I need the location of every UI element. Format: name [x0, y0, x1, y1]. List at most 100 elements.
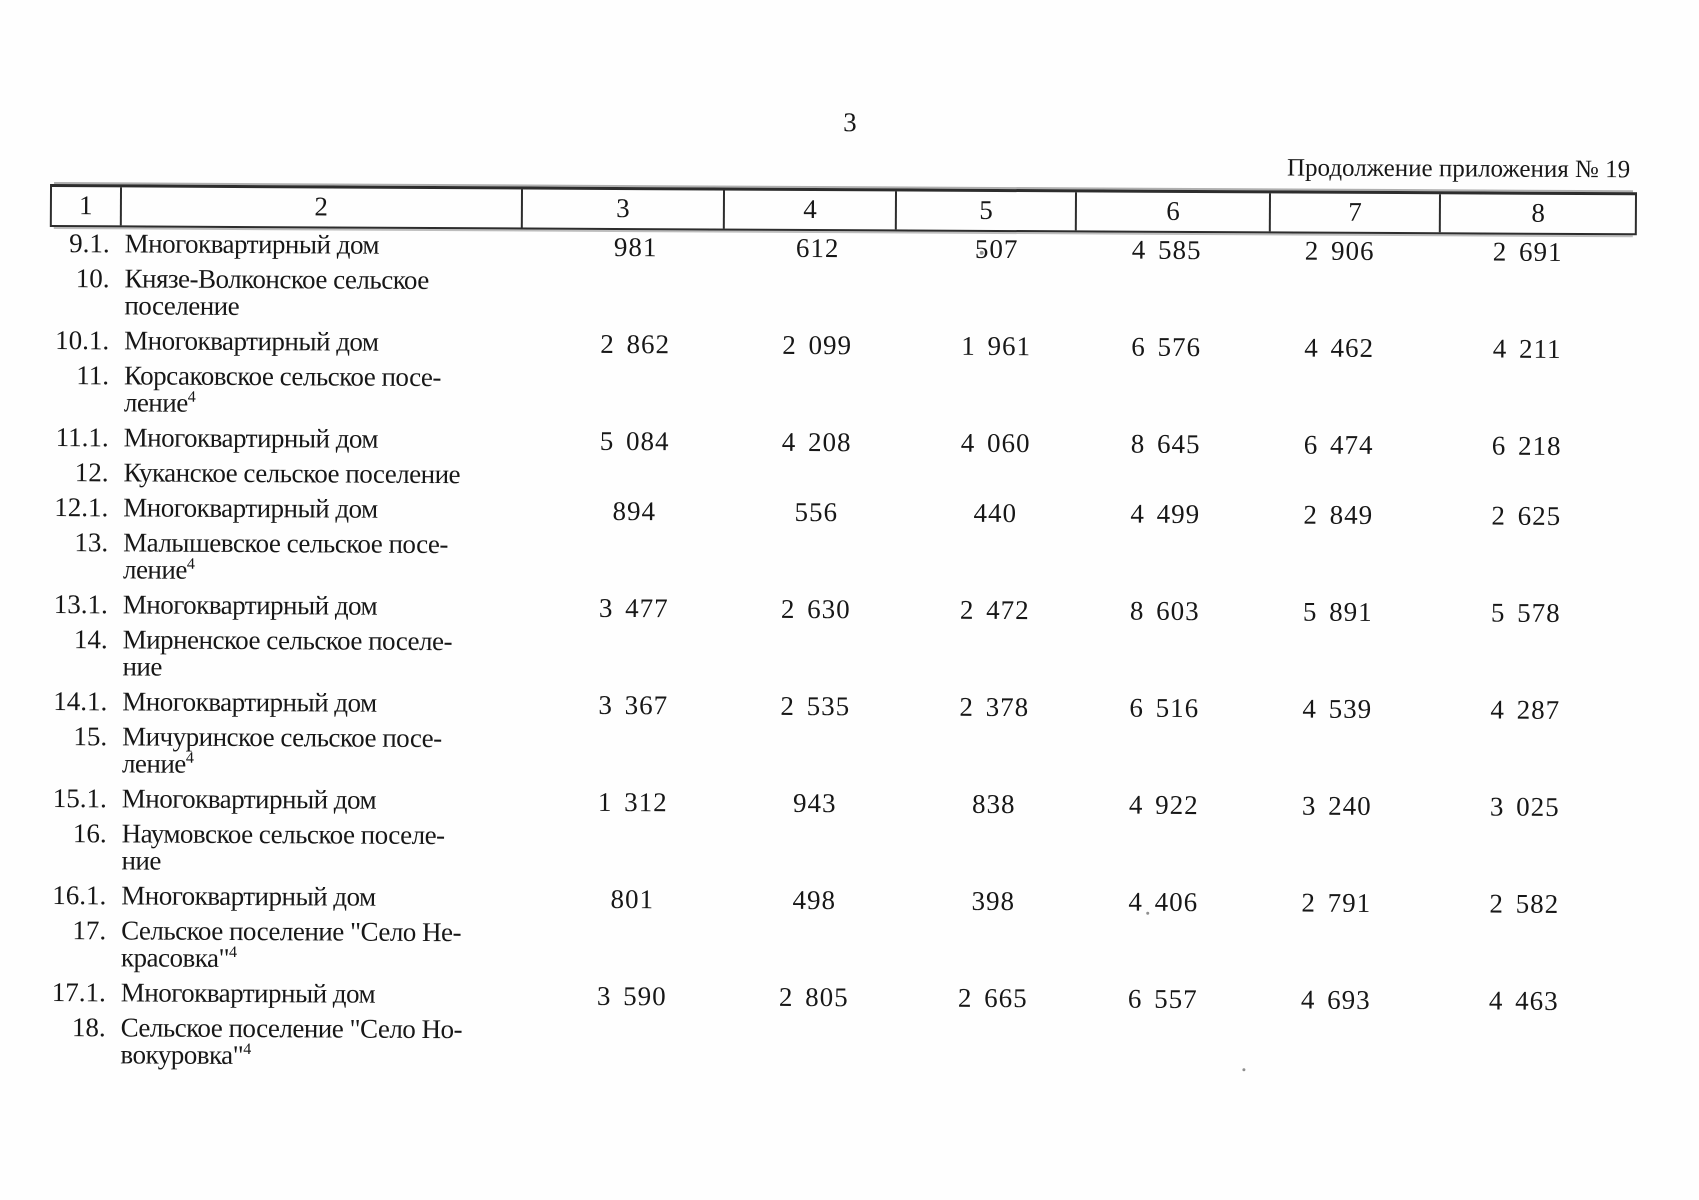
cell-value-col5: 507: [974, 233, 1019, 265]
cell-value-col4: 2 535: [780, 690, 851, 722]
cell-value-col3: 3 590: [596, 980, 667, 1012]
table-row: 12.1. Многоквартирный дом 894 556 440 4 499 2 …: [48, 492, 1697, 531]
table-row: 13.1. Многоквартирный дом 3 477 2 630 2 472 8…: [48, 589, 1697, 628]
row-label: Куканское сельское поселение: [123, 457, 460, 489]
cell-value-col6: 8 603: [1129, 595, 1200, 627]
footnote-marker: 4: [186, 555, 195, 573]
row-number: 11.: [76, 360, 110, 391]
cell-value-col5: 398: [971, 885, 1016, 917]
cell-value-col4: 498: [792, 884, 837, 916]
cell-value-col8: 4 211: [1492, 333, 1562, 364]
column-header-6: 6: [1077, 192, 1271, 232]
row-number: 14.: [73, 624, 108, 655]
column-header-3: 3: [522, 189, 726, 229]
cell-value-col5: 2 665: [957, 982, 1028, 1014]
cell-value-col7: 2 906: [1304, 235, 1375, 266]
cell-value-col8: 2 691: [1492, 236, 1563, 267]
table-row: 16.1. Многоквартирный дом 801 498 398 4 406 2 …: [46, 880, 1695, 919]
row-label-line: Многоквартирный дом: [122, 686, 377, 718]
row-label: Многоквартирный дом: [122, 686, 377, 718]
cell-value-col4: 2 805: [778, 981, 849, 1013]
cell-value-col8: 4 287: [1490, 694, 1561, 725]
cell-value-col7: 4 693: [1300, 984, 1371, 1015]
row-number: 18.: [71, 1012, 106, 1043]
row-number: 10.: [75, 263, 110, 294]
row-label-line: ние: [121, 845, 161, 876]
column-header-2: 2: [121, 187, 523, 228]
row-label-line: Многоквартирный дом: [123, 492, 378, 524]
row-label-line: Многоквартирный дом: [120, 977, 376, 1009]
table-row: 17. Сельское поселение "Село Не-красовка"…: [46, 915, 1695, 980]
table-row: 16. Наумовское сельское поселе-ние: [46, 818, 1695, 883]
row-number: 15.: [73, 721, 108, 752]
cell-value-col5: 4 060: [960, 427, 1031, 459]
row-label: Многоквартирный дом: [121, 783, 377, 815]
table-row: 15.1. Многоквартирный дом 1 312 943 838 4 922…: [47, 783, 1696, 822]
cell-value-col3: 894: [612, 495, 657, 527]
cell-value-col6: 4 922: [1128, 789, 1199, 821]
row-label: Наумовское сельское поселе-ние: [121, 818, 445, 876]
cell-value-col4: 4 208: [781, 426, 852, 458]
cell-value-col4: 943: [792, 787, 837, 819]
table-row: 9.1. Многоквартирный дом 981 612 507 4 585 2 9…: [50, 228, 1699, 267]
cell-value-col8: 5 578: [1490, 597, 1561, 628]
column-header-7: 7: [1270, 193, 1442, 233]
footnote-marker: 4: [243, 1041, 252, 1059]
column-header-1: 1: [51, 187, 122, 226]
cell-value-col3: 981: [613, 231, 658, 263]
row-label-line: Многоквартирный дом: [121, 783, 377, 815]
row-label: Мичуринское сельское посе-ление4: [122, 721, 442, 779]
row-number: 17.: [72, 915, 107, 946]
row-number: 16.1.: [52, 880, 107, 911]
row-label: Многоквартирный дом: [123, 422, 379, 454]
row-label-line: Наумовское сельское поселе-: [121, 818, 445, 851]
cell-value-col5: 2 472: [959, 594, 1030, 626]
cell-value-col3: 2 862: [600, 328, 671, 360]
table-row: 14. Мирненское сельское поселе-ние: [47, 624, 1696, 689]
row-number: 9.1.: [69, 228, 110, 259]
row-number: 12.1.: [54, 492, 109, 523]
row-label: Многоквартирный дом: [125, 228, 379, 259]
cell-value-col6: 8 645: [1130, 428, 1201, 460]
cell-value-col5: 838: [971, 788, 1016, 820]
cell-value-col7: 2 791: [1301, 887, 1372, 918]
row-label: Корсаковское сельское посе-ление4: [123, 360, 441, 418]
row-label-line: ление4: [123, 387, 196, 418]
cell-value-col4: 2 630: [780, 593, 851, 625]
cell-value-col8: 2 625: [1491, 500, 1562, 531]
row-label: Многоквартирный дом: [121, 880, 375, 911]
row-label-line: красовка"4: [120, 942, 238, 973]
cell-value-col5: 440: [973, 497, 1018, 529]
row-label: Сельское поселение "Село Но-вокуровка"4: [120, 1012, 462, 1070]
row-label: Сельское поселение "Село Не-красовка"4: [120, 915, 461, 973]
scan-speck: [1146, 911, 1150, 915]
cell-value-col6: 4 499: [1130, 498, 1201, 530]
row-number: 13.1.: [53, 589, 108, 620]
cell-value-col7: 2 849: [1303, 499, 1374, 530]
cell-value-col7: 3 240: [1301, 790, 1372, 821]
column-header-4: 4: [725, 190, 897, 230]
row-label-line: Многоквартирный дом: [122, 589, 378, 621]
row-number: 10.1.: [55, 325, 110, 356]
cell-value-col5: 1 961: [961, 330, 1032, 362]
cell-value-col6: 6 557: [1127, 983, 1198, 1015]
table-row: 13. Малышевское сельское посе-ление4: [48, 527, 1697, 592]
cell-value-col6: 6 576: [1131, 331, 1202, 363]
table-row: 18. Сельское поселение "Село Но-вокуровка…: [45, 1012, 1694, 1077]
appendix-continuation-note: Продолжение приложения № 19: [1286, 154, 1631, 184]
row-label-line: Многоквартирный дом: [123, 422, 379, 454]
table-row: 12. Куканское сельское поселение: [48, 457, 1697, 495]
scan-speck: [979, 250, 984, 255]
cell-value-col4: 556: [794, 496, 839, 528]
table-row: 10. Князе-Волконское сельское поселение: [49, 263, 1698, 328]
cell-value-col3: 801: [610, 883, 655, 915]
cell-value-col3: 3 367: [598, 689, 669, 721]
row-label-line: Мирненское сельское поселе-: [122, 624, 453, 657]
row-label: Малышевское сельское посе-ление4: [123, 527, 448, 585]
cell-value-col8: 4 463: [1488, 985, 1559, 1016]
cell-value-col7: 6 474: [1303, 429, 1374, 460]
row-label: Мирненское сельское поселе-ние: [122, 624, 453, 682]
cell-value-col4: 612: [795, 232, 840, 264]
